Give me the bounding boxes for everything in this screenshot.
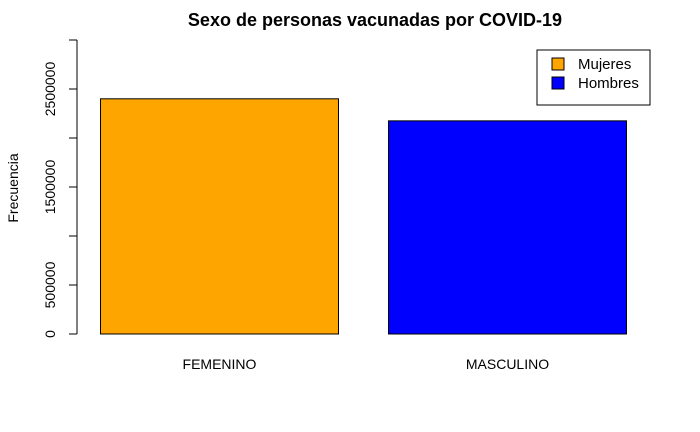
bar-masculino <box>388 120 627 335</box>
legend-label-mujeres: Mujeres <box>578 56 631 73</box>
legend: Mujeres Hombres <box>536 49 651 106</box>
y-tick-label: 0 <box>42 330 58 338</box>
category-label-femenino: FEMENINO <box>183 356 257 372</box>
legend-label-hombres: Hombres <box>578 75 639 92</box>
y-tick-label: 500000 <box>42 261 58 308</box>
y-axis-title: Frecuencia <box>5 153 21 222</box>
legend-swatch-hombres <box>551 76 565 90</box>
y-axis: 0 500000 1500000 2500000 <box>42 39 78 338</box>
chart-title: Sexo de personas vacunadas por COVID-19 <box>188 10 562 30</box>
y-tick-label: 2500000 <box>42 62 58 117</box>
category-labels: FEMENINO MASCULINO <box>183 356 550 372</box>
bar-femenino <box>100 98 339 335</box>
y-tick-label: 1500000 <box>42 160 58 215</box>
bars-group <box>100 98 627 335</box>
legend-swatch-mujeres <box>551 57 565 71</box>
category-label-masculino: MASCULINO <box>466 356 549 372</box>
